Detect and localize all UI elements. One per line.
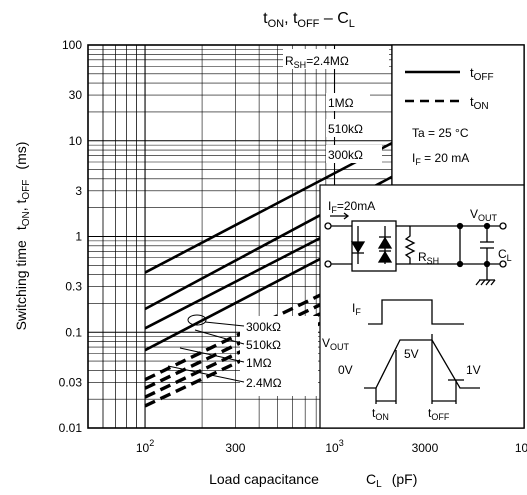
curve-label-2-4m-lower: 2.4MΩ	[246, 376, 282, 390]
curve-label-300k-upper: 300kΩ	[328, 148, 363, 162]
test-circuit-diagram: IF=20mA	[324, 199, 512, 286]
circuit-rsh-label: RSH	[418, 250, 439, 266]
waveform-vout-label: VOUT	[322, 336, 350, 352]
circuit-if-label: IF=20mA	[328, 199, 375, 215]
legend-ta: Ta = 25 °C	[412, 126, 469, 140]
y-tick-label: 0.3	[65, 280, 82, 294]
x-tick-label: 103	[325, 438, 343, 455]
curve-label-300k-lower: 300kΩ	[246, 320, 281, 334]
y-tick-label: 0.1	[65, 325, 82, 339]
x-axis-label: Load capacitance	[209, 471, 319, 487]
legend-panel: tOFF tON Ta = 25 °C IF = 20 mA	[391, 44, 525, 186]
x-tick-label: 3000	[412, 441, 439, 455]
waveform-ton: tON	[372, 406, 389, 422]
curve-label-510k-lower: 510kΩ	[246, 338, 281, 352]
waveform-toff: tOFF	[428, 406, 450, 422]
circuit-panel: IF=20mA	[319, 184, 525, 429]
curve-label-1m-upper: 1MΩ	[328, 96, 354, 110]
curve-label-rsh-2-4m: RSH=2.4MΩ	[285, 54, 349, 70]
x-tick-label: 300	[225, 441, 245, 455]
y-tick-label: 100	[62, 38, 82, 52]
y-tick-label: 1	[75, 230, 82, 244]
switching-waveform: IF VOUT 0V 5V 1V tON tOFF	[322, 299, 481, 422]
circuit-vout-label: VOUT	[470, 207, 498, 223]
legend-toff: tOFF	[470, 65, 494, 83]
legend-if: IF = 20 mA	[412, 151, 469, 167]
waveform-if-label: IF	[352, 301, 361, 317]
y-tick-label: 0.01	[59, 421, 83, 435]
y-tick-label: 30	[69, 88, 83, 102]
x-tick-label: 102	[136, 438, 154, 455]
y-axis-label: Switching timetON, tOFF(ms)	[13, 142, 32, 331]
x-tick-labels: 102 300 103 3000 104	[136, 438, 527, 455]
waveform-5v: 5V	[404, 347, 419, 361]
x-axis-symbol: CL (pF)	[366, 471, 417, 490]
y-tick-label: 0.03	[59, 375, 83, 389]
y-tick-label: 10	[69, 134, 83, 148]
curve-label-1m-lower: 1MΩ	[246, 356, 272, 370]
chart-title: tON, tOFF – CL	[263, 10, 355, 30]
y-tick-labels: 100 30 10 3 1 0.3 0.1 0.03 0.01	[59, 38, 83, 435]
upper-curve-labels: RSH=2.4MΩ 1MΩ 510kΩ 300kΩ	[283, 49, 389, 163]
circuit-cl-label: CL	[498, 247, 512, 263]
curve-label-510k-upper: 510kΩ	[328, 122, 363, 136]
waveform-1v: 1V	[466, 363, 481, 377]
y-tick-label: 3	[75, 184, 82, 198]
waveform-0v: 0V	[338, 363, 353, 377]
legend-ton: tON	[470, 94, 489, 112]
lower-curve-labels: 300kΩ 510kΩ 1MΩ 2.4MΩ	[167, 314, 318, 396]
x-tick-label: 104	[515, 438, 527, 455]
